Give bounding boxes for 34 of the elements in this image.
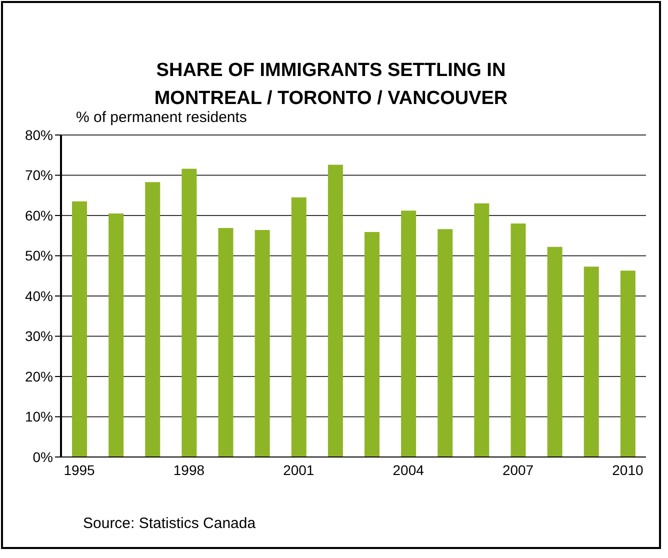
bar bbox=[108, 213, 124, 457]
y-tick-label: 60% bbox=[24, 207, 53, 224]
y-tick-label: 70% bbox=[24, 167, 53, 184]
y-tick-label: 10% bbox=[24, 408, 53, 425]
x-tick-label: 1995 bbox=[64, 462, 96, 478]
bar bbox=[547, 246, 562, 457]
bar bbox=[328, 164, 343, 457]
bar bbox=[182, 168, 197, 457]
bar bbox=[620, 270, 636, 457]
y-tick-label: 80% bbox=[24, 126, 53, 143]
x-tick-label: 2007 bbox=[502, 462, 534, 478]
chart-title: SHARE OF IMMIGRANTS SETTLING IN MONTREAL / TORONTO / VANCOUVER bbox=[153, 59, 509, 111]
y-tick-label: 30% bbox=[24, 328, 53, 344]
y-axis-title: % of permanent residents bbox=[76, 109, 247, 126]
y-tick-label: 0% bbox=[32, 448, 53, 465]
bar bbox=[474, 203, 490, 457]
bar bbox=[72, 201, 87, 457]
bar bbox=[254, 230, 270, 457]
y-tick-label: 50% bbox=[24, 248, 53, 264]
bar bbox=[218, 228, 234, 457]
x-tick-label: 2004 bbox=[392, 462, 424, 478]
bar bbox=[510, 224, 526, 457]
bar bbox=[291, 197, 306, 457]
source-note: Source: Statistics Canada bbox=[83, 515, 256, 532]
bar bbox=[438, 229, 453, 457]
bar bbox=[401, 210, 416, 457]
x-tick-label: 2001 bbox=[283, 462, 314, 478]
bar bbox=[145, 182, 160, 457]
x-tick-label: 2010 bbox=[612, 462, 644, 478]
x-tick-label: 1998 bbox=[173, 462, 205, 478]
y-tick-label: 20% bbox=[24, 368, 53, 384]
y-tick-label: 40% bbox=[24, 288, 53, 304]
bar bbox=[584, 266, 599, 457]
bar bbox=[364, 232, 380, 457]
